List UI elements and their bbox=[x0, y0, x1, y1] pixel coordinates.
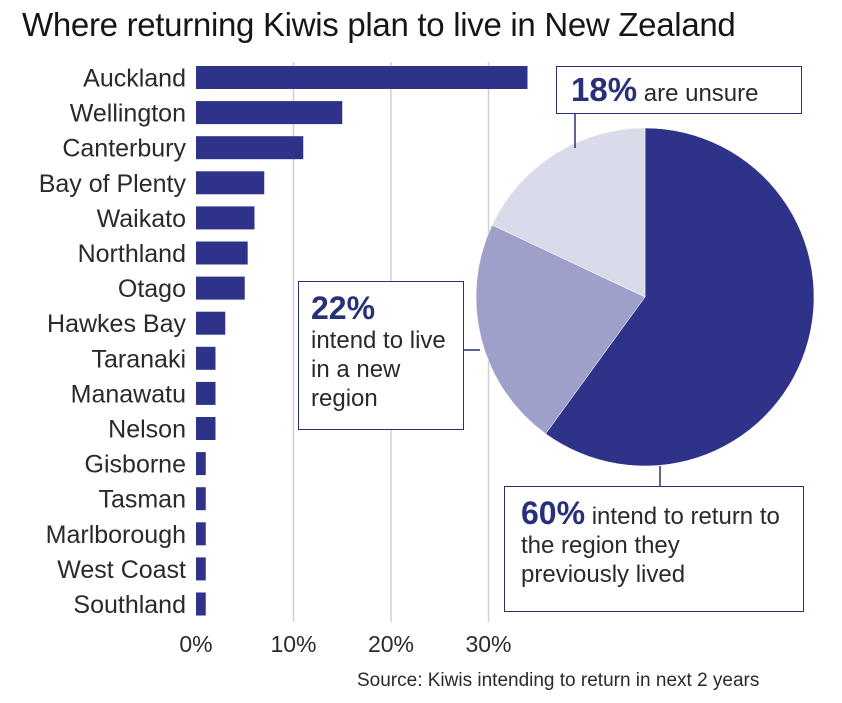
x-tick-labels: 0% 10% 20% 30% bbox=[179, 631, 511, 657]
bar-nelson bbox=[196, 417, 216, 440]
bar-bay-of-plenty bbox=[196, 171, 265, 195]
category-label-west-coast: West Coast bbox=[57, 556, 186, 584]
chart-title: Where returning Kiwis plan to live in Ne… bbox=[22, 6, 736, 43]
category-label-taranaki: Taranaki bbox=[92, 345, 187, 373]
callout-unsure-text: are unsure bbox=[643, 80, 759, 107]
bar-southland bbox=[196, 592, 206, 616]
category-label-northland: Northland bbox=[78, 240, 186, 268]
bar-manawatu bbox=[196, 381, 216, 405]
callout-leaders bbox=[464, 114, 661, 486]
category-label-waikato: Waikato bbox=[97, 205, 186, 233]
category-labels: Auckland Wellington Canterbury Bay of Plent… bbox=[39, 65, 187, 620]
callout-unsure-percent: 18% bbox=[571, 71, 638, 108]
bar-canterbury bbox=[196, 136, 304, 160]
bar-tasman bbox=[196, 487, 206, 511]
bar-west-coast bbox=[196, 557, 206, 581]
bar-gisborne bbox=[196, 452, 206, 476]
callout-return-percent: 60% bbox=[521, 495, 586, 531]
category-label-southland: Southland bbox=[73, 591, 186, 619]
pie-slice-unsure bbox=[491, 127, 646, 298]
bar-series bbox=[196, 66, 528, 616]
category-label-otago: Otago bbox=[118, 275, 186, 303]
bar-auckland bbox=[196, 66, 528, 89]
x-tick-label-0: 0% bbox=[179, 631, 212, 657]
callout-return-text: intend to return to the region they prev… bbox=[521, 503, 780, 588]
pie-chart bbox=[475, 127, 815, 467]
x-tick-label-10: 10% bbox=[270, 631, 316, 657]
callout-unsure: 18% are unsure bbox=[556, 66, 802, 114]
bar-otago bbox=[196, 276, 245, 300]
category-label-bay-of-plenty: Bay of Plenty bbox=[39, 170, 187, 198]
pie-slice-return bbox=[545, 127, 815, 467]
bar-marlborough bbox=[196, 522, 206, 546]
callout-new-region-text: intend to live in a new region bbox=[311, 327, 446, 412]
category-label-wellington: Wellington bbox=[70, 100, 186, 128]
category-label-hawkes-bay: Hawkes Bay bbox=[47, 310, 186, 338]
category-label-nelson: Nelson bbox=[108, 416, 186, 444]
x-tick-label-30: 30% bbox=[465, 631, 511, 657]
bar-hawkes-bay bbox=[196, 311, 226, 335]
callout-return: 60% intend to return to the region they … bbox=[504, 486, 804, 612]
category-label-canterbury: Canterbury bbox=[62, 135, 186, 163]
source-note: Source: Kiwis intending to return in nex… bbox=[357, 670, 760, 691]
category-label-manawatu: Manawatu bbox=[71, 380, 186, 408]
category-label-marlborough: Marlborough bbox=[46, 521, 186, 549]
bar-wellington bbox=[196, 101, 343, 125]
category-label-auckland: Auckland bbox=[83, 65, 186, 93]
category-label-tasman: Tasman bbox=[98, 486, 186, 514]
callout-new-region: 22% intend to live in a new region bbox=[298, 281, 464, 430]
callout-new-region-percent: 22% bbox=[311, 290, 376, 326]
bar-northland bbox=[196, 241, 248, 265]
x-tick-label-20: 20% bbox=[368, 631, 414, 657]
bar-taranaki bbox=[196, 346, 216, 370]
bar-waikato bbox=[196, 206, 255, 230]
category-label-gisborne: Gisborne bbox=[85, 451, 186, 479]
